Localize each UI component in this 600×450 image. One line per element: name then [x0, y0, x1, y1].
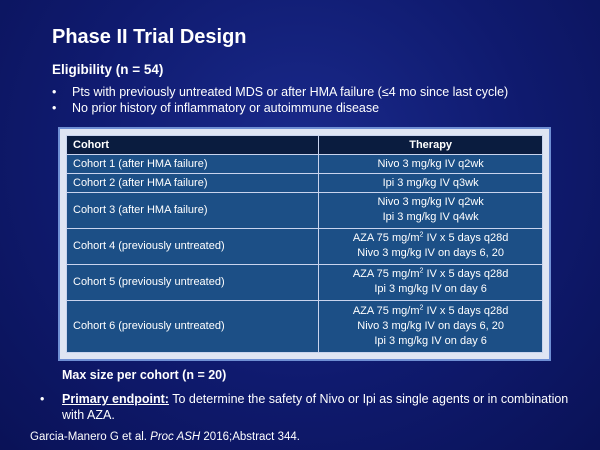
therapy-line: IV x 5 days q28d [426, 304, 509, 317]
slide-title: Phase II Trial Design [52, 26, 247, 48]
therapy-line: Ipi 3 mg/kg IV q3wk [382, 176, 479, 189]
max-size-note: Max size per cohort (n = 20) [62, 368, 227, 382]
therapy-line: Nivo 3 mg/kg IV q2wk [377, 157, 484, 170]
endpoint-label: Primary endpoint: [62, 392, 169, 406]
primary-endpoint: • Primary endpoint: To determine the saf… [40, 391, 570, 423]
cohort-cell: Cohort 4 (previously untreated) [65, 227, 320, 265]
therapy-line: IV x 5 days q28d [426, 268, 509, 281]
cohort-cell: Cohort 6 (previously untreated) [65, 299, 320, 354]
table-row: Cohort 1 (after HMA failure) Nivo 3 mg/k… [65, 154, 543, 174]
therapy-line: Nivo 3 mg/kg IV on days 6, 20 [357, 247, 504, 260]
eligibility-list: • Pts with previously untreated MDS or a… [52, 84, 508, 116]
table-row: Cohort 3 (after HMA failure) Nivo 3 mg/k… [65, 192, 543, 229]
table-header-row: Cohort Therapy [65, 135, 543, 155]
therapy-cell: Nivo 3 mg/kg IV q2wk [318, 154, 543, 174]
therapy-line: Ipi 3 mg/kg IV q4wk [382, 211, 479, 224]
table-row: Cohort 4 (previously untreated) AZA 75 m… [65, 227, 543, 265]
therapy-line: AZA 75 mg/m [352, 232, 420, 245]
therapy-line: AZA 75 mg/m [352, 304, 420, 317]
cohort-cell: Cohort 3 (after HMA failure) [65, 192, 320, 229]
column-header-cohort: Cohort [65, 135, 320, 155]
cohort-table-frame: Cohort Therapy Cohort 1 (after HMA failu… [58, 127, 551, 361]
therapy-line: AZA 75 mg/m [352, 268, 420, 281]
table-row: Cohort 6 (previously untreated) AZA 75 m… [65, 299, 543, 354]
table-row: Cohort 2 (after HMA failure) Ipi 3 mg/kg… [65, 173, 543, 193]
bullet-text: No prior history of inflammatory or auto… [72, 101, 380, 115]
citation-journal: Proc ASH [150, 431, 201, 443]
citation-authors: Garcia-Manero G et al. [30, 431, 151, 443]
cohort-cell: Cohort 2 (after HMA failure) [65, 173, 320, 193]
therapy-cell: Nivo 3 mg/kg IV q2wk Ipi 3 mg/kg IV q4wk [318, 192, 543, 229]
cohort-cell: Cohort 5 (previously untreated) [65, 263, 320, 301]
therapy-cell: AZA 75 mg/m2 IV x 5 days q28d Ipi 3 mg/k… [318, 263, 543, 301]
bullet-icon: • [52, 85, 57, 99]
superscript: 2 [419, 304, 424, 312]
endpoint-text: To determine the safety of Nivo or Ipi a… [62, 392, 569, 422]
cohort-cell: Cohort 1 (after HMA failure) [65, 154, 320, 174]
therapy-line: IV x 5 days q28d [426, 232, 509, 245]
therapy-line: Ipi 3 mg/kg IV on day 6 [374, 334, 487, 347]
therapy-cell: AZA 75 mg/m2 IV x 5 days q28d Nivo 3 mg/… [318, 227, 543, 265]
therapy-line: Ipi 3 mg/kg IV on day 6 [374, 283, 487, 296]
table-row: Cohort 5 (previously untreated) AZA 75 m… [65, 263, 543, 301]
bullet-icon: • [40, 392, 45, 406]
bullet-text: Pts with previously untreated MDS or aft… [72, 85, 509, 99]
bullet-icon: • [52, 101, 57, 115]
therapy-cell: Ipi 3 mg/kg IV q3wk [318, 173, 543, 193]
list-item: • No prior history of inflammatory or au… [52, 100, 508, 116]
endpoint-body: Primary endpoint: To determine the safet… [40, 391, 570, 423]
citation: Garcia-Manero G et al. Proc ASH 2016;Abs… [30, 431, 300, 443]
column-header-therapy: Therapy [318, 135, 543, 155]
therapy-line: Nivo 3 mg/kg IV on days 6, 20 [357, 319, 504, 332]
citation-rest: 2016;Abstract 344. [200, 431, 300, 443]
superscript: 2 [419, 267, 424, 275]
cohort-table: Cohort Therapy Cohort 1 (after HMA failu… [65, 135, 543, 354]
list-item: • Pts with previously untreated MDS or a… [52, 84, 508, 100]
therapy-cell: AZA 75 mg/m2 IV x 5 days q28d Nivo 3 mg/… [318, 299, 543, 354]
therapy-line: Nivo 3 mg/kg IV q2wk [377, 196, 484, 209]
eligibility-heading: Eligibility (n = 54) [52, 62, 164, 77]
superscript: 2 [419, 231, 424, 239]
